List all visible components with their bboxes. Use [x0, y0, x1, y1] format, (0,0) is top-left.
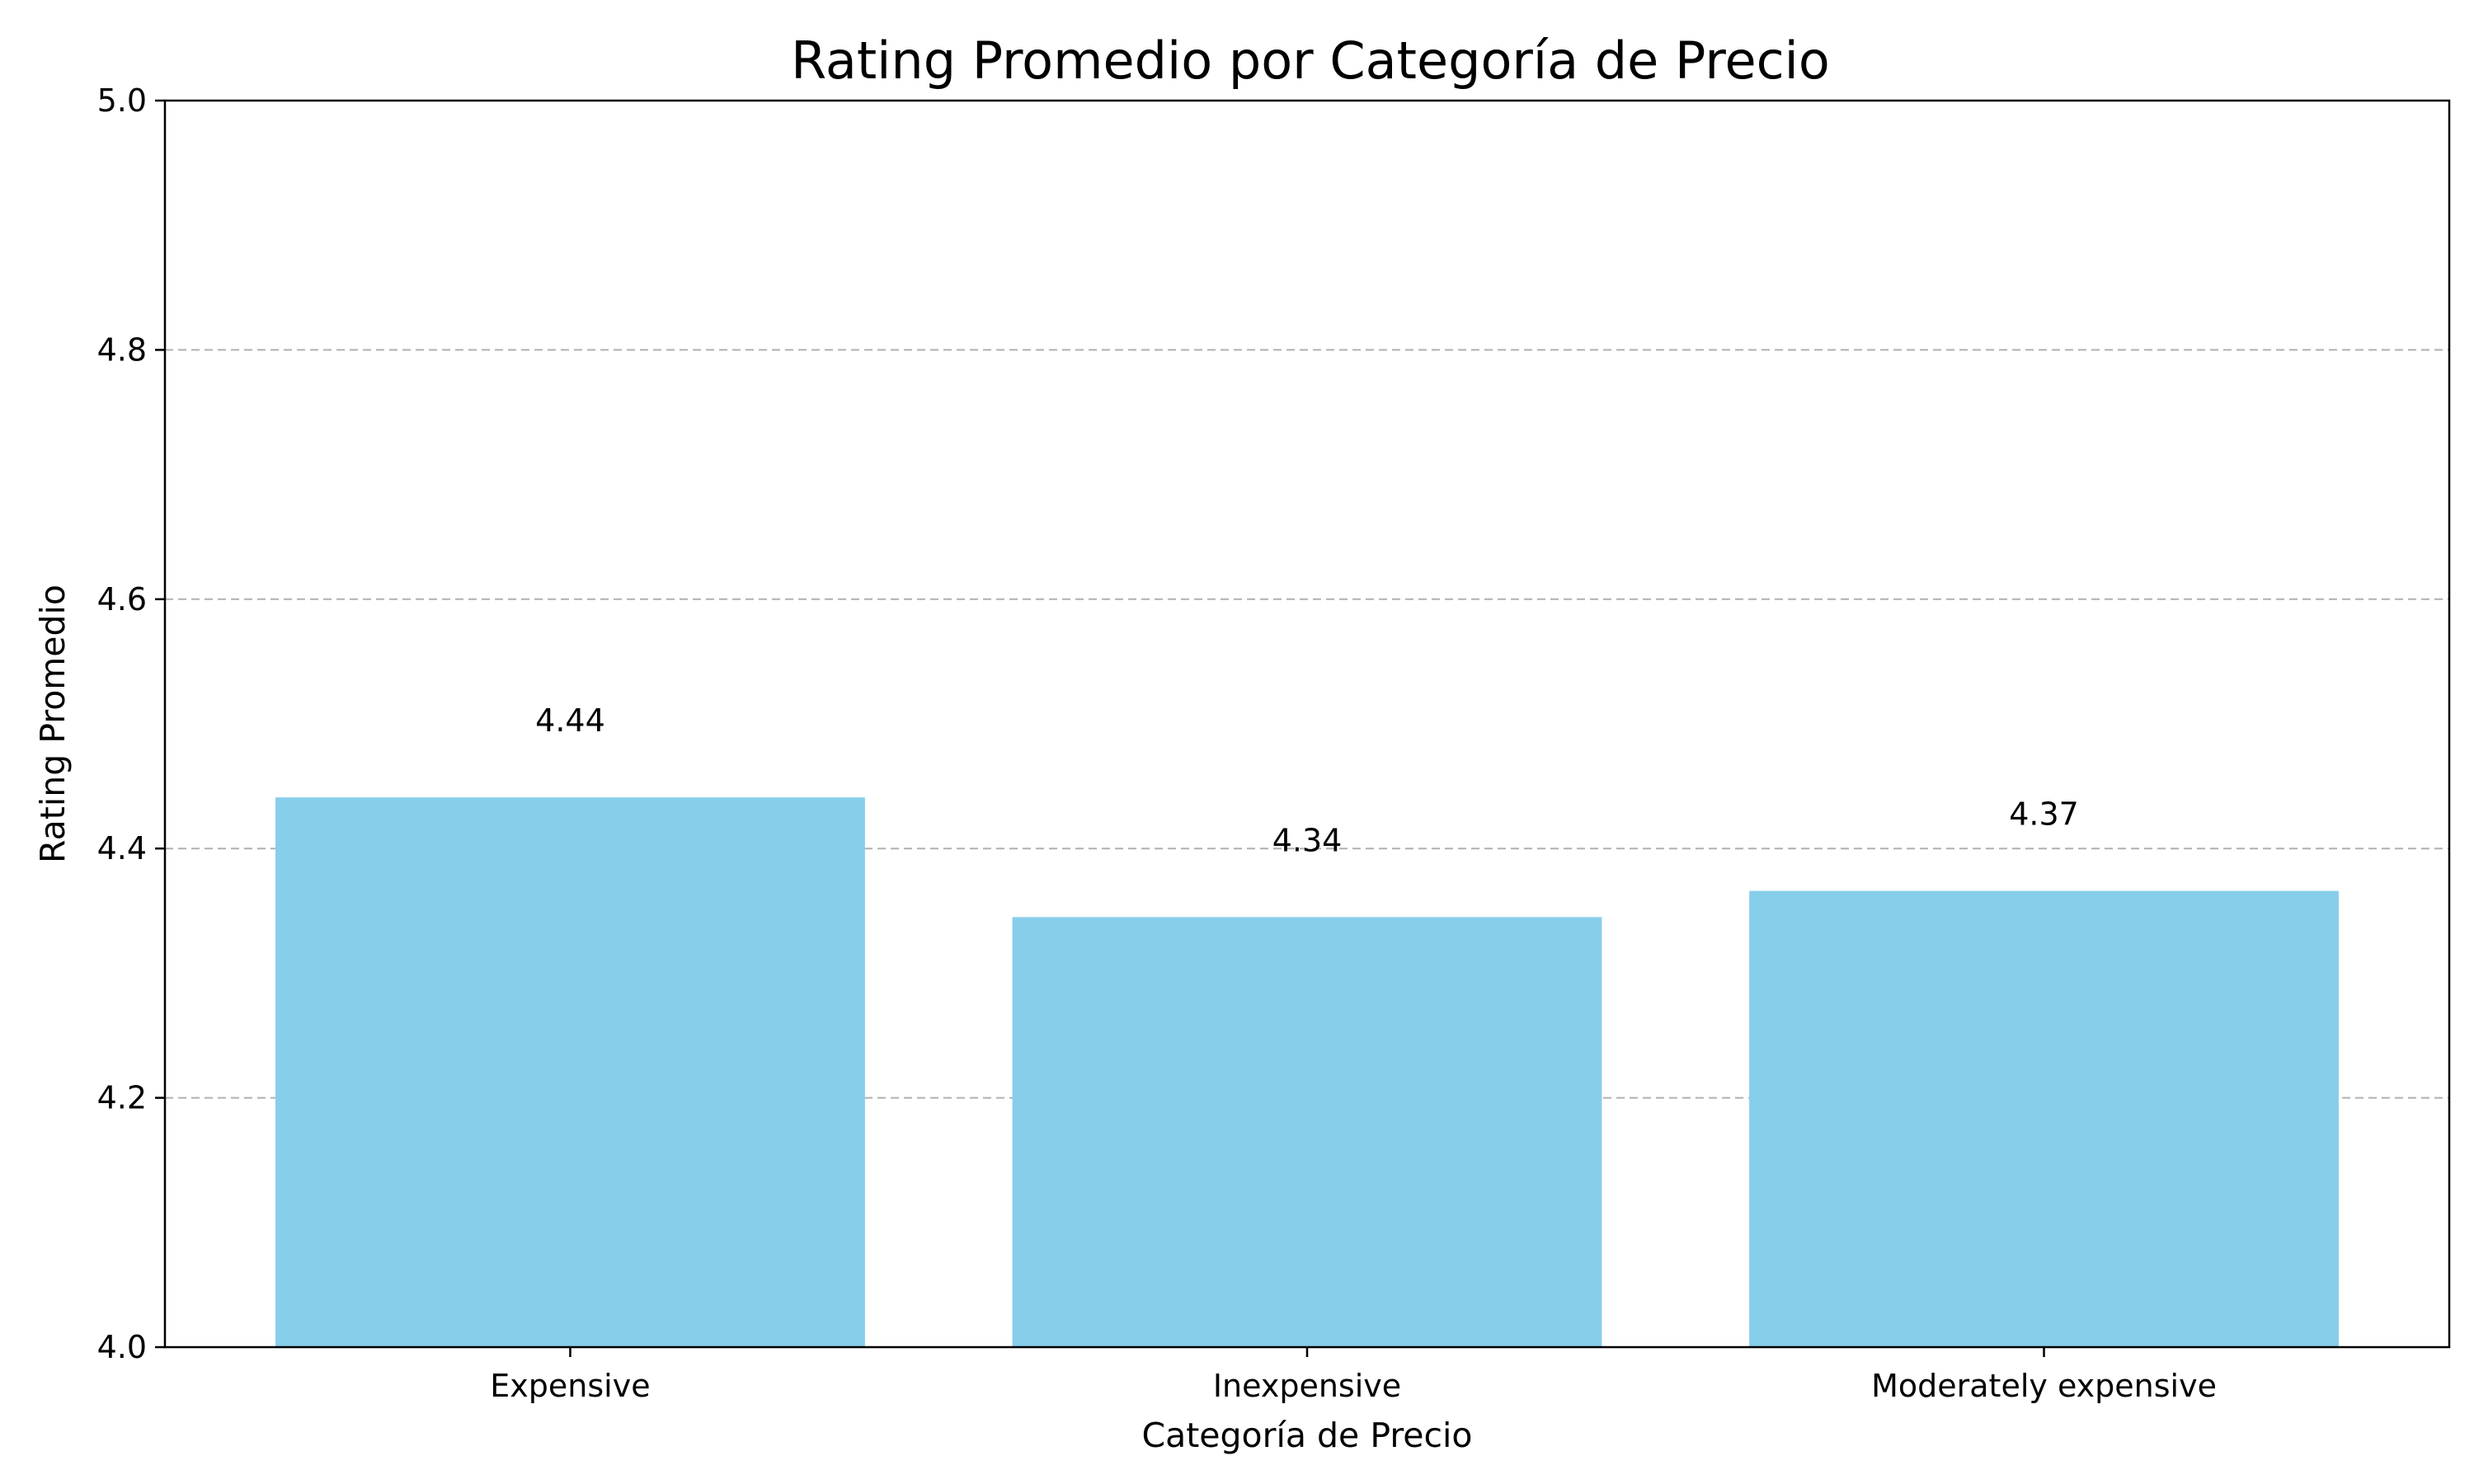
bar-inexpensive [1012, 917, 1602, 1347]
y-tick-label: 4.8 [97, 331, 147, 368]
y-tick-label: 4.6 [97, 581, 147, 618]
bar-expensive [275, 797, 865, 1347]
x-tick-label: Inexpensive [1213, 1368, 1401, 1404]
x-axis-ticks: Expensive Inexpensive Moderately expensive [490, 1347, 2217, 1404]
bars [275, 797, 2339, 1347]
bar-moderately-expensive [1749, 890, 2339, 1347]
y-axis-label: Rating Promedio [33, 585, 73, 863]
x-axis-label: Categoría de Precio [1141, 1416, 1472, 1455]
data-labels: 4.44 4.34 4.37 [535, 702, 2079, 858]
y-axis-ticks: 4.0 4.2 4.4 4.6 4.8 5.0 [97, 82, 165, 1365]
data-label: 4.34 [1272, 822, 1343, 858]
chart-title: Rating Promedio por Categoría de Precio [791, 31, 1830, 91]
y-tick-label: 5.0 [97, 82, 147, 119]
data-label: 4.44 [535, 702, 605, 739]
y-tick-label: 4.4 [97, 830, 147, 866]
data-label: 4.37 [2009, 796, 2079, 833]
x-tick-label: Expensive [490, 1368, 650, 1404]
x-tick-label: Moderately expensive [1871, 1368, 2217, 1404]
y-tick-label: 4.2 [97, 1080, 147, 1116]
y-tick-label: 4.0 [97, 1329, 147, 1365]
